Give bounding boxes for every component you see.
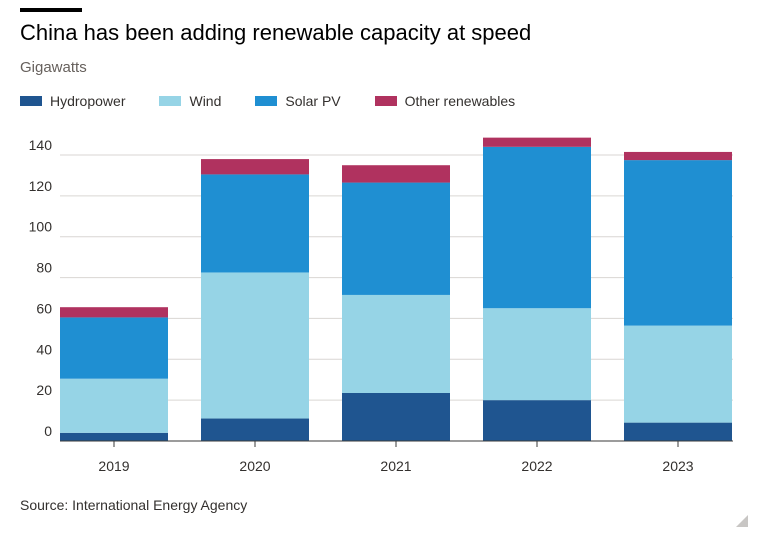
bar-segment-other-renewables-2021 — [342, 165, 450, 183]
bar-segment-hydropower-2020 — [201, 418, 309, 441]
legend-swatch-hydropower — [20, 96, 42, 106]
bar-segment-wind-2020 — [201, 272, 309, 419]
bar-segment-solar-pv-2023 — [624, 160, 732, 326]
y-tick-label: 0 — [44, 423, 52, 439]
bar-segment-wind-2022 — [483, 308, 591, 401]
y-tick-label: 80 — [36, 260, 52, 276]
y-tick-label: 120 — [29, 178, 53, 194]
legend-label-other-renewables: Other renewables — [404, 93, 516, 109]
bar-segment-other-renewables-2022 — [483, 137, 591, 147]
bar-segment-other-renewables-2020 — [201, 159, 309, 175]
legend-item-other-renewables: Other renewables — [374, 93, 516, 109]
bar-segment-hydropower-2023 — [624, 422, 732, 441]
legend-label-hydropower: Hydropower — [50, 93, 126, 109]
bar-segment-solar-pv-2021 — [342, 182, 450, 295]
legend-swatch-wind — [159, 96, 182, 106]
x-tick-label: 2022 — [521, 458, 552, 474]
y-tick-label: 40 — [36, 341, 52, 357]
bar-segment-solar-pv-2019 — [60, 317, 168, 379]
resize-handle-icon — [736, 515, 748, 527]
legend-item-solar-pv: Solar PV — [255, 93, 341, 109]
legend-label-wind: Wind — [189, 93, 222, 109]
source-note: Source: International Energy Agency — [20, 497, 248, 513]
x-tick-label: 2019 — [98, 458, 129, 474]
bar-segment-solar-pv-2022 — [483, 146, 591, 309]
y-tick-label: 140 — [29, 137, 53, 153]
y-tick-label: 60 — [36, 300, 52, 316]
bar-segment-hydropower-2022 — [483, 400, 591, 441]
bar-segment-wind-2021 — [342, 294, 450, 393]
bar-segment-other-renewables-2019 — [60, 307, 168, 318]
legend-swatch-other-renewables — [374, 96, 397, 106]
x-tick-label: 2023 — [662, 458, 693, 474]
x-tick-label: 2020 — [239, 458, 270, 474]
bar-segment-solar-pv-2020 — [201, 174, 309, 273]
legend: Hydropower Wind Solar PV Other renewable… — [20, 92, 549, 110]
chart-subtitle: Gigawatts — [20, 59, 87, 76]
bar-chart: 0 20 40 60 80 100 120 140 2019 2020 2021 2022 2023 — [29, 137, 733, 474]
bar-segment-other-renewables-2023 — [624, 151, 732, 161]
chart-title: China has been adding renewable capacity… — [20, 20, 532, 45]
top-rule — [20, 8, 82, 12]
y-tick-label: 20 — [36, 382, 52, 398]
bar-segment-wind-2019 — [60, 378, 168, 433]
x-tick-label: 2021 — [380, 458, 411, 474]
bar-segment-wind-2023 — [624, 325, 732, 423]
y-tick-label: 100 — [29, 219, 53, 235]
legend-item-wind: Wind — [159, 93, 221, 109]
legend-label-solar-pv: Solar PV — [285, 93, 341, 109]
bar-segment-hydropower-2019 — [60, 432, 168, 441]
legend-swatch-solar-pv — [255, 96, 278, 106]
bar-segment-hydropower-2021 — [342, 392, 450, 441]
legend-item-hydropower: Hydropower — [20, 93, 125, 109]
